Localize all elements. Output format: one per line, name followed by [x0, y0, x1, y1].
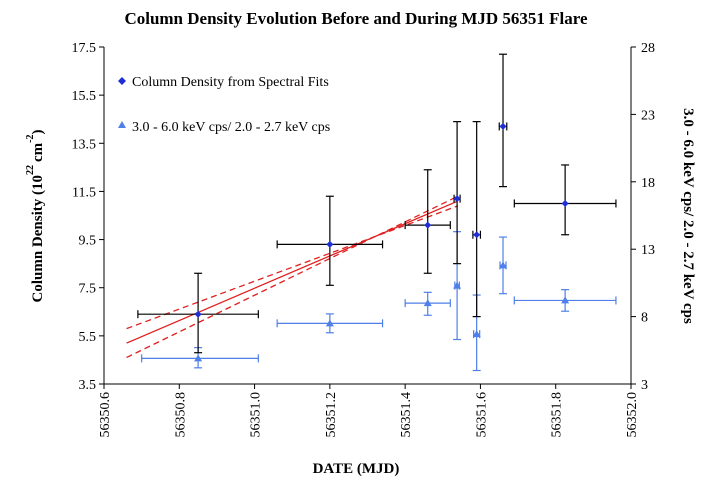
x-tick-label: 56351.2: [324, 392, 339, 438]
x-tick-label: 56350.6: [98, 392, 113, 438]
series-column-density: [137, 53, 617, 354]
legend-marker-column-density: [118, 77, 126, 85]
column-density-point: [424, 221, 432, 229]
x-tick-label: 56352.0: [625, 392, 640, 438]
y-tick-label: 15.5: [72, 89, 97, 104]
legend: Column Density from Spectral Fits 3.0 - …: [118, 75, 330, 135]
plot-area: [103, 47, 632, 385]
y2-axis-title: 3.0 - 6.0 keV cps/ 2.0 - 2.7 keV cps: [680, 108, 696, 324]
y-axis-title-main: Column Density (10: [30, 175, 46, 303]
x-tick-label: 56351.8: [550, 392, 565, 438]
hardness-ratio-point: [325, 319, 334, 327]
y-tick-label: 17.5: [72, 41, 97, 56]
legend-marker-hardness-ratio: [118, 121, 126, 128]
chart-title: Column Density Evolution Before and Duri…: [124, 9, 588, 28]
y-tick-label: 13.5: [72, 137, 97, 152]
y2-tick-label: 3: [641, 378, 648, 393]
hardness-ratio-point: [472, 330, 481, 338]
column-density-point: [194, 310, 202, 318]
y-axis-title-unit: cm: [30, 142, 46, 162]
y-axis-title-unit-exponent: -2: [25, 134, 36, 142]
hardness-ratio-point: [453, 281, 462, 289]
column-density-point: [326, 240, 334, 248]
hardness-ratio-point: [423, 299, 432, 307]
column-density-point: [499, 122, 507, 130]
y2-tick-label: 23: [641, 108, 655, 123]
column-density-point: [453, 195, 461, 203]
legend-label-column-density: Column Density from Spectral Fits: [132, 75, 329, 90]
y2-tick-label: 18: [641, 176, 655, 191]
x-ticks: 56350.6 56350.8 56351.0 56351.2 56351.4 56351…: [98, 384, 640, 438]
y-axis-title-exponent: 22: [25, 165, 36, 175]
x-tick-label: 56351.6: [474, 392, 489, 438]
series-hardness-ratio: [141, 231, 617, 372]
fit-confidence-line: [126, 195, 459, 359]
y-tick-label: 11.5: [72, 185, 96, 200]
hardness-ratio-point: [499, 261, 508, 269]
y2-tick-label: 28: [641, 41, 655, 56]
hardness-ratio-point: [194, 354, 203, 362]
y2-tick-label: 8: [641, 311, 648, 326]
hardness-ratio-point: [561, 296, 570, 304]
y-axis-title-close: ): [30, 129, 46, 134]
x-tick-label: 56351.4: [399, 392, 414, 438]
fit-line: [126, 200, 459, 344]
y-tick-label: 9.5: [79, 234, 97, 249]
x-tick-label: 56351.0: [249, 392, 264, 438]
column-density-point: [561, 199, 569, 207]
legend-label-hardness-ratio: 3.0 - 6.0 keV cps/ 2.0 - 2.7 keV cps: [132, 120, 330, 135]
y2-tick-label: 13: [641, 243, 655, 258]
y-axis-title: Column Density (1022 cm-2): [25, 129, 46, 302]
x-axis-title: DATE (MJD): [313, 461, 400, 477]
y-tick-label: 5.5: [79, 330, 97, 345]
fit-confidence-line: [126, 205, 459, 330]
y-tick-label: 7.5: [79, 282, 97, 297]
column-density-point: [473, 231, 481, 239]
y2-ticks: 3 8 13 18 23 28: [631, 41, 655, 393]
x-tick-label: 56350.8: [173, 392, 188, 438]
y-tick-label: 3.5: [79, 378, 97, 393]
y-ticks: 3.5 5.5 7.5 9.5 11.5 13.5 15.5 17.5: [72, 41, 104, 393]
fit-lines: [126, 195, 459, 359]
